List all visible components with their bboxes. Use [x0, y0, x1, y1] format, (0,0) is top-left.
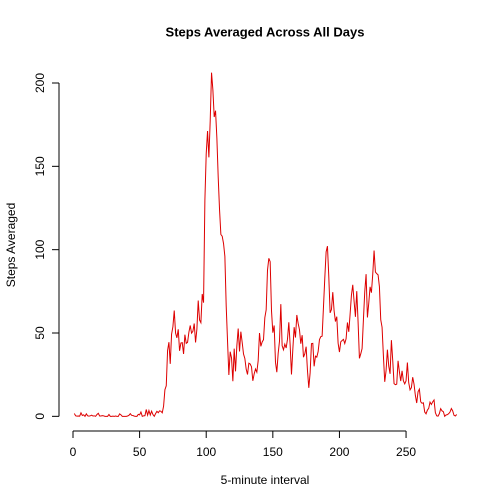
y-axis-label: Steps Averaged [4, 203, 18, 288]
chart-title: Steps Averaged Across All Days [166, 24, 365, 39]
x-tick-label: 100 [196, 445, 216, 459]
y-tick-label: 100 [33, 239, 47, 259]
y-tick-label: 150 [33, 156, 47, 176]
x-axis-label: 5-minute interval [221, 473, 310, 487]
y-tick-label: 50 [33, 326, 47, 340]
x-tick-label: 50 [133, 445, 147, 459]
data-line [73, 72, 458, 418]
y-tick-label: 200 [33, 73, 47, 93]
y-tick-label: 0 [33, 413, 47, 420]
x-tick-label: 200 [329, 445, 349, 459]
x-tick-label: 150 [263, 445, 283, 459]
x-tick-label: 250 [396, 445, 416, 459]
x-tick-label: 0 [70, 445, 77, 459]
